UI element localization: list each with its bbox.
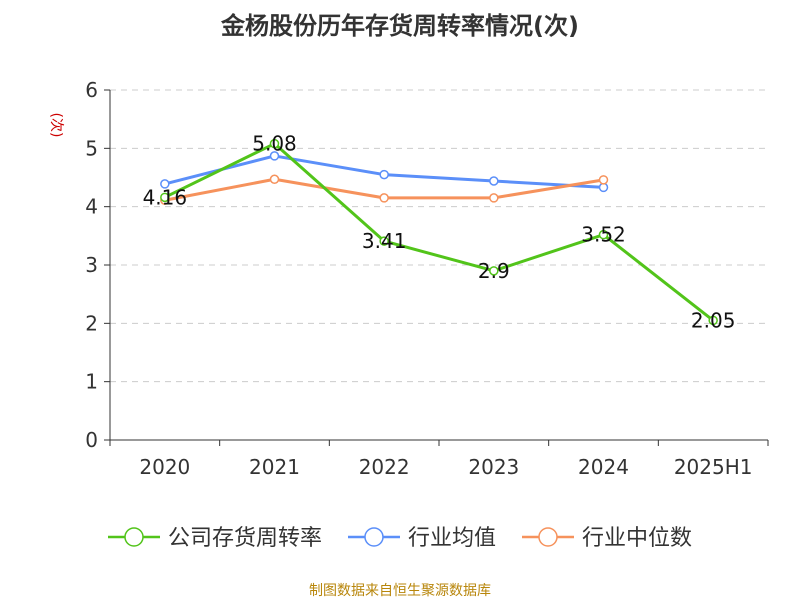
x-tick-label: 2025H1 xyxy=(674,455,753,479)
data-point xyxy=(489,266,499,276)
data-label: 3.52 xyxy=(581,223,626,247)
y-axis-label: (次) xyxy=(48,113,64,138)
data-point xyxy=(379,169,389,180)
legend-marker xyxy=(538,527,558,547)
series-line xyxy=(164,142,715,322)
legend-label: 公司存货周转率 xyxy=(168,526,322,551)
x-tick-label: 2022 xyxy=(359,455,410,479)
data-label: 3.41 xyxy=(362,229,407,253)
data-point xyxy=(598,229,609,240)
data-point xyxy=(160,179,170,189)
data-label: 5.08 xyxy=(252,132,297,156)
legend-item: 公司存货周转率 xyxy=(108,526,322,551)
y-tick-label: 4 xyxy=(85,195,98,219)
x-tick-label: 2024 xyxy=(578,455,629,479)
source-note: 制图数据来自恒生聚源数据库 xyxy=(309,583,491,599)
x-tick-label: 2020 xyxy=(139,455,190,479)
data-point xyxy=(598,175,609,185)
legend: 公司存货周转率 行业均值 行业中位数 xyxy=(108,526,692,551)
data-point xyxy=(160,192,170,203)
data-point xyxy=(379,236,389,246)
legend-item: 行业均值 xyxy=(348,526,496,551)
series-lines xyxy=(160,138,718,326)
data-label: 4.16 xyxy=(143,185,188,209)
legend-label: 行业均值 xyxy=(408,526,496,551)
data-point xyxy=(379,193,389,203)
data-point xyxy=(489,193,499,203)
data-labels: 4.16 5.08 3.41 2.9 3.52 2.05 xyxy=(143,132,736,333)
y-tick-label: 2 xyxy=(85,311,98,335)
legend-label: 行业中位数 xyxy=(582,526,692,551)
data-point xyxy=(269,174,280,184)
data-point xyxy=(598,182,609,193)
data-point xyxy=(489,176,499,186)
legend-marker xyxy=(124,527,144,547)
y-tick-label: 1 xyxy=(85,370,98,394)
grid-lines xyxy=(110,89,768,383)
chart-title: 金杨股份历年存货周转率情况(次) xyxy=(221,12,579,40)
data-point xyxy=(708,315,718,326)
data-point xyxy=(269,138,280,149)
data-label: 2.9 xyxy=(478,259,510,283)
axes: 0 1 2 3 4 5 6 (次) 2020 2021 2022 2023 2024 2025H1 xyxy=(48,78,769,479)
x-tick-label: 2021 xyxy=(249,455,300,479)
y-tick-label: 5 xyxy=(85,136,98,160)
y-tick-label: 0 xyxy=(85,428,98,452)
legend-marker xyxy=(364,527,384,547)
y-tick-label: 3 xyxy=(85,253,98,277)
x-tick-label: 2023 xyxy=(468,455,519,479)
data-point xyxy=(269,151,280,161)
legend-item: 行业中位数 xyxy=(522,526,692,551)
y-tick-label: 6 xyxy=(85,78,98,102)
data-label: 2.05 xyxy=(691,308,736,332)
